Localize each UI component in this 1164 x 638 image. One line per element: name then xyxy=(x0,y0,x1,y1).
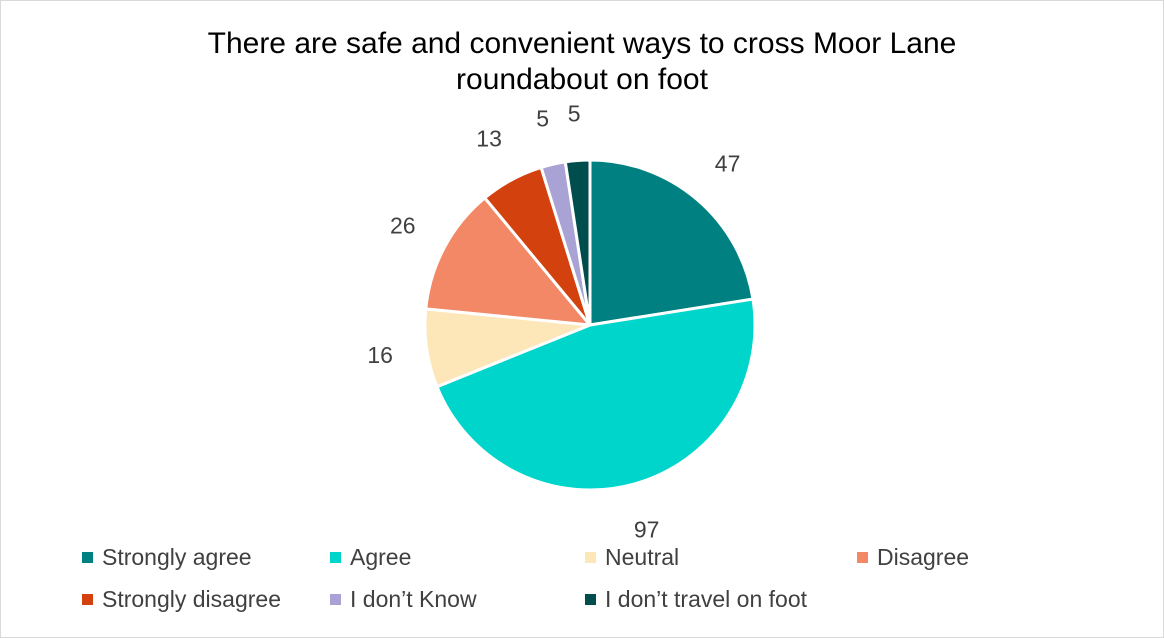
legend-item-i-don-t-travel-on-foot: I don’t travel on foot xyxy=(585,586,807,613)
chart-title: There are safe and convenient ways to cr… xyxy=(0,26,1164,98)
legend-swatch xyxy=(82,552,93,563)
legend-label: Agree xyxy=(350,544,412,570)
data-label-neutral: 16 xyxy=(367,342,393,368)
legend-swatch xyxy=(82,594,93,605)
pie-slice-agree xyxy=(435,297,757,492)
legend-swatch xyxy=(330,594,341,605)
legend-label: Neutral xyxy=(605,544,680,570)
legend-swatch xyxy=(857,552,868,563)
data-label-i-don-t-know: 5 xyxy=(536,105,549,131)
data-label-i-don-t-travel-on-foot: 5 xyxy=(568,101,581,127)
data-label-disagree: 26 xyxy=(390,213,416,239)
pie-slice-disagree xyxy=(424,196,592,327)
legend-item-agree: Agree xyxy=(330,544,411,571)
legend-swatch xyxy=(330,552,341,563)
legend-label: Strongly agree xyxy=(102,544,252,570)
pie-slice-i-don-t-travel-on-foot xyxy=(563,158,592,327)
chart-title-line-2: roundabout on foot xyxy=(456,63,708,96)
pie-slice-strongly-agree xyxy=(588,158,755,327)
legend-item-neutral: Neutral xyxy=(585,544,679,571)
legend-label: Disagree xyxy=(877,544,970,570)
legend-item-i-don-t-know: I don’t Know xyxy=(330,586,477,613)
data-label-strongly-agree: 47 xyxy=(715,151,741,177)
legend-label: I don’t travel on foot xyxy=(605,586,808,612)
legend-item-strongly-agree: Strongly agree xyxy=(82,544,252,571)
legend-label: I don’t Know xyxy=(350,586,477,612)
legend-swatch xyxy=(585,594,596,605)
chart-title-line-1: There are safe and convenient ways to cr… xyxy=(207,27,957,60)
pie-data-labels: 47 97 16 26 13 5 5 xyxy=(367,101,740,543)
legend-item-strongly-disagree: Strongly disagree xyxy=(82,586,281,613)
data-label-agree: 97 xyxy=(634,516,660,542)
pie-slices xyxy=(423,158,757,492)
legend-label: Strongly disagree xyxy=(102,586,281,612)
legend-swatch xyxy=(585,552,596,563)
data-label-strongly-disagree: 13 xyxy=(476,126,502,152)
legend-item-disagree: Disagree xyxy=(857,544,969,571)
